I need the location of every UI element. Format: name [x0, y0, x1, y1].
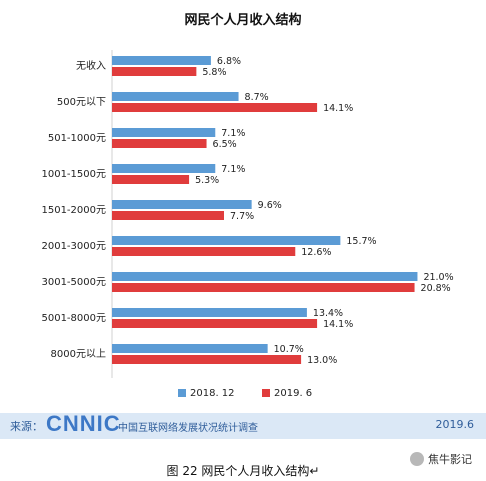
category-label: 8000元以上 [51, 348, 106, 360]
figure-caption: 图 22 网民个人月收入结构↵ [166, 464, 320, 478]
data-label: 14.1% [323, 319, 353, 330]
bar-series-2018 [112, 200, 252, 209]
source-label: 来源： [10, 420, 43, 433]
bar-series-2019 [112, 283, 415, 292]
category-label: 1001-1500元 [41, 169, 106, 180]
bar-series-2019 [112, 103, 318, 112]
category-label: 3001-5000元 [41, 277, 106, 288]
data-label: 7.1% [221, 128, 245, 139]
source-org: 中国互联网络发展状况统计调查 [118, 423, 258, 434]
legend-label: 2019. 6 [274, 388, 312, 399]
category-label: 5001-8000元 [41, 313, 106, 324]
data-label: 14.1% [323, 103, 353, 114]
cnnic-logo: CNNIC [46, 411, 121, 436]
wechat-icon [410, 452, 424, 466]
footer-bar [0, 413, 486, 439]
data-label: 10.7% [274, 344, 304, 355]
data-label: 13.4% [313, 308, 343, 319]
bar-series-2018 [112, 164, 216, 173]
category-label: 2001-3000元 [41, 241, 106, 252]
legend-label: 2018. 12 [190, 388, 235, 399]
data-label: 6.5% [213, 139, 237, 150]
data-label: 21.0% [423, 272, 453, 283]
data-label: 9.6% [258, 200, 282, 211]
data-label: 15.7% [346, 236, 376, 247]
data-label: 13.0% [307, 355, 337, 366]
data-label: 12.6% [301, 247, 331, 258]
source-date: 2019.6 [435, 418, 475, 431]
bar-series-2018 [112, 272, 418, 281]
bar-series-2019 [112, 175, 190, 184]
bar-series-2018 [112, 56, 211, 65]
watermark: 焦牛影记 [410, 451, 472, 467]
category-label: 无收入 [76, 59, 106, 72]
bars-group: 无收入 6.8%5.8%500元以下 8.7%14.1%501-1000元 7.1%6… [41, 56, 454, 366]
data-label: 7.1% [221, 164, 245, 175]
bar-series-2019 [112, 139, 207, 148]
legend: 2018. 12 2019. 6 [178, 388, 312, 399]
data-label: 5.8% [202, 67, 226, 78]
bar-series-2018 [112, 308, 307, 317]
bar-series-2018 [112, 344, 268, 353]
bar-series-2018 [112, 128, 216, 137]
chart-title: 网民个人月收入结构 [184, 12, 301, 28]
data-label: 6.8% [217, 56, 241, 67]
category-label: 1501-2000元 [41, 205, 106, 216]
category-label: 501-1000元 [48, 133, 106, 144]
legend-swatch [262, 389, 270, 397]
bar-series-2018 [112, 236, 341, 245]
bar-series-2019 [112, 211, 224, 220]
bar-series-2019 [112, 355, 302, 364]
bar-chart: 网民个人月收入结构 无收入 6.8%5.8% 500元以下 8.7% 14.1% 501-… [41, 12, 454, 399]
data-label: 7.7% [230, 211, 254, 222]
bar-series-2019 [112, 67, 197, 76]
category-label: 500元以下 [57, 97, 106, 108]
data-label: 8.7% [245, 92, 269, 103]
bar-series-2019 [112, 247, 296, 256]
data-label: 5.3% [195, 175, 219, 186]
data-label: 20.8% [421, 283, 451, 294]
bar-series-2019 [112, 319, 318, 328]
watermark-text: 焦牛影记 [428, 453, 472, 466]
bar-series-2018 [112, 92, 239, 101]
legend-swatch [178, 389, 186, 397]
